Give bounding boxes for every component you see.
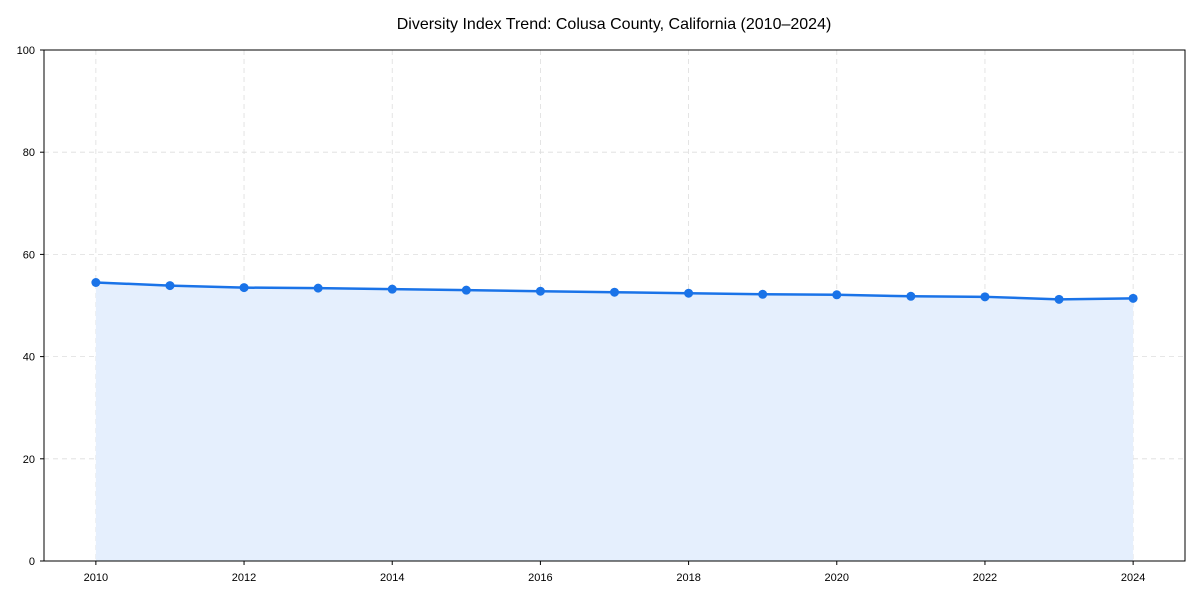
area-fill <box>95 282 1134 561</box>
y-tick-label: 40 <box>23 352 35 364</box>
y-tick-label: 0 <box>29 556 35 568</box>
y-tick-label: 60 <box>23 249 35 261</box>
data-point <box>239 283 249 293</box>
data-point <box>832 290 842 300</box>
x-tick-label: 2014 <box>380 572 404 584</box>
data-point <box>461 285 471 295</box>
data-points <box>91 278 1138 304</box>
y-tick-label: 100 <box>17 45 35 57</box>
data-point <box>980 292 990 302</box>
x-tick-label: 2010 <box>84 572 108 584</box>
plot-frame <box>43 49 1186 562</box>
data-point <box>387 284 397 294</box>
y-tick-label: 80 <box>23 147 35 159</box>
data-point <box>758 289 768 299</box>
y-tick-label: 20 <box>23 454 35 466</box>
x-axis: 2010 2012 2014 2016 2018 2020 2022 2024 <box>84 561 1145 584</box>
data-point <box>91 278 101 288</box>
x-tick-label: 2016 <box>528 572 552 584</box>
data-point <box>1128 293 1138 303</box>
data-point <box>906 291 916 301</box>
data-point <box>313 283 323 293</box>
x-tick-label: 2012 <box>232 572 256 584</box>
x-tick-label: 2022 <box>973 572 997 584</box>
data-point <box>1054 294 1064 304</box>
data-point <box>535 286 545 296</box>
data-point <box>610 287 619 297</box>
x-tick-label: 2020 <box>825 572 849 584</box>
data-point <box>165 281 175 291</box>
y-axis: 0 20 40 60 80 100 <box>17 45 44 568</box>
x-tick-label: 2024 <box>1121 572 1145 584</box>
data-point <box>684 288 694 298</box>
chart-title: Diversity Index Trend: Colusa County, Ca… <box>397 16 832 33</box>
x-tick-label: 2018 <box>676 572 700 584</box>
